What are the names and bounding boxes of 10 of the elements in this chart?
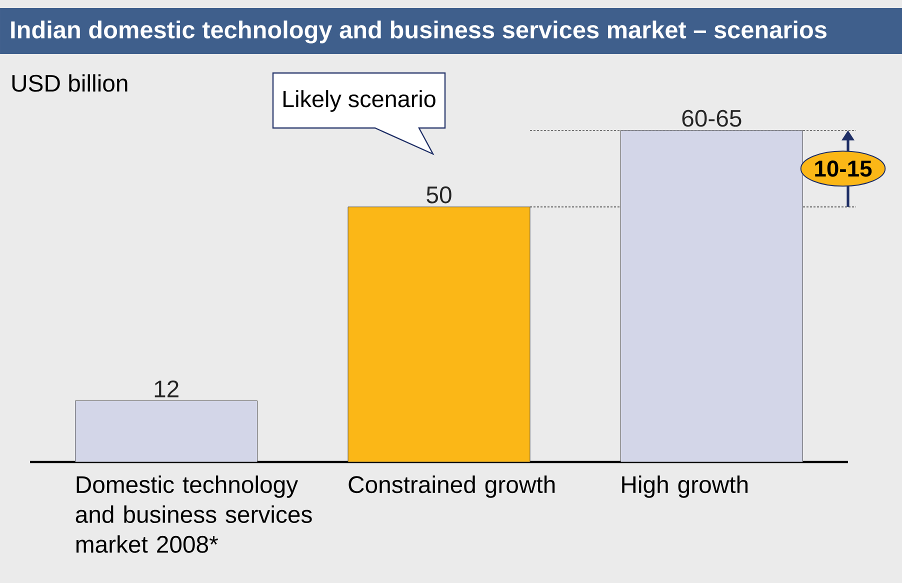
text: Likely scenario [284,90,436,112]
x-tick-label: High growth [622,476,748,498]
data-label: 50 [426,186,452,204]
y-axis-title: USD billion [12,74,128,92]
x-tick-label: Domestic technology and business services market 2008* [76,476,312,553]
annotation: 10-15 [815,160,872,177]
data-label: 60-65 [682,110,742,127]
chart-title: Indian domestic technology and business services market – scenarios [11,20,826,44]
x-tick-label: Constrained growth [348,476,555,498]
data-label: 12 [154,380,178,398]
